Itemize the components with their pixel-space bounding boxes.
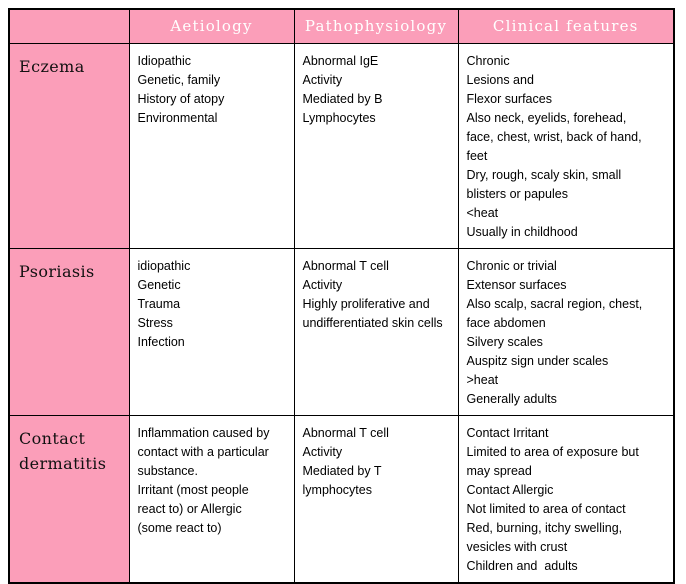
cell-eczema-aetiology: Idiopathic Genetic, family History of at… (128, 42, 295, 249)
row-label-contact-dermatitis: Contact dermatitis (8, 414, 130, 583)
cell-eczema-pathophysiology: Abnormal IgE Activity Mediated by B Lymp… (293, 42, 459, 249)
cell-contact-dermatitis-aetiology: Inflammation caused by contact with a pa… (128, 414, 295, 583)
column-header-clinical-features: Clinical features (457, 8, 675, 44)
row-label-eczema: Eczema (8, 42, 130, 249)
cell-psoriasis-clinical-features: Chronic or trivial Extensor surfaces Als… (457, 247, 675, 416)
dermatology-comparison-table: Aetiology Pathophysiology Clinical featu… (8, 8, 675, 584)
table-row-contact-dermatitis: Contact dermatitis Inflammation caused b… (8, 414, 675, 583)
row-label-psoriasis: Psoriasis (8, 247, 130, 416)
column-header-pathophysiology: Pathophysiology (293, 8, 459, 44)
cell-contact-dermatitis-pathophysiology: Abnormal T cell Activity Mediated by T l… (293, 414, 459, 583)
corner-cell (8, 8, 130, 44)
cell-psoriasis-aetiology: idiopathic Genetic Trauma Stress Infecti… (128, 247, 295, 416)
table-row-eczema: Eczema Idiopathic Genetic, family Histor… (8, 42, 675, 249)
column-header-aetiology: Aetiology (128, 8, 295, 44)
cell-psoriasis-pathophysiology: Abnormal T cell Activity Highly prolifer… (293, 247, 459, 416)
table-row-psoriasis: Psoriasis idiopathic Genetic Trauma Stre… (8, 247, 675, 416)
cell-eczema-clinical-features: Chronic Lesions and Flexor surfaces Also… (457, 42, 675, 249)
header-row: Aetiology Pathophysiology Clinical featu… (8, 8, 675, 44)
cell-contact-dermatitis-clinical-features: Contact Irritant Limited to area of expo… (457, 414, 675, 583)
document-page: Aetiology Pathophysiology Clinical featu… (0, 8, 686, 584)
